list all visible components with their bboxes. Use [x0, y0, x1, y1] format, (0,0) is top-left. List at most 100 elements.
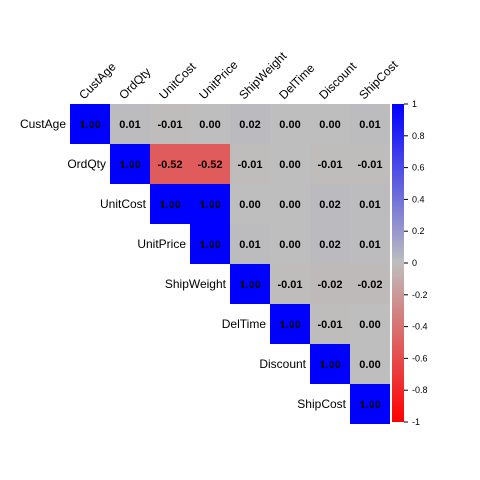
cell-value-label: 1.00	[79, 119, 100, 131]
column-label: DelTime	[276, 61, 317, 102]
heatmap-cell	[270, 104, 310, 144]
heatmap-cell	[150, 144, 190, 184]
heatmap-cell	[350, 104, 390, 144]
cell-value-label: -0.01	[357, 159, 382, 171]
heatmap-cell	[110, 104, 150, 144]
cell-value-label: 0.02	[319, 239, 340, 251]
cell-value-label: 1.00	[159, 199, 180, 211]
cell-value-label: 1.00	[359, 399, 380, 411]
heatmap-cell	[270, 224, 310, 264]
cell-value-label: -0.01	[237, 159, 262, 171]
heatmap-cell	[150, 184, 190, 224]
row-label: ShipCost	[297, 397, 346, 411]
cell-value-label: 0.01	[119, 119, 140, 131]
colorbar-tick-label: -0.8	[412, 385, 428, 395]
column-label: OrdQty	[116, 65, 153, 102]
heatmap-cell	[270, 144, 310, 184]
row-label: UnitCost	[100, 197, 147, 211]
heatmap-cell	[310, 104, 350, 144]
heatmap-cell	[310, 264, 350, 304]
heatmap-cell	[230, 104, 270, 144]
heatmap-cell	[350, 344, 390, 384]
cell-value-label: -0.02	[357, 279, 382, 291]
heatmap-cell	[310, 184, 350, 224]
colorbar-tick-label: 0.2	[412, 226, 425, 236]
cell-value-label: 0.00	[279, 199, 300, 211]
cell-value-label: -0.52	[157, 159, 182, 171]
colorbar-tick-label: 0.4	[412, 194, 425, 204]
cell-value-label: 1.00	[199, 199, 220, 211]
heatmap-cell	[350, 304, 390, 344]
row-label: ShipWeight	[165, 277, 227, 291]
cell-value-label: 0.01	[359, 199, 380, 211]
cell-value-label: -0.01	[277, 279, 302, 291]
heatmap-cell	[190, 184, 230, 224]
row-label: UnitPrice	[137, 237, 186, 251]
heatmap-cell	[270, 184, 310, 224]
colorbar-tick-label: 0.8	[412, 131, 425, 141]
cell-value-label: 0.02	[319, 199, 340, 211]
heatmap-cell	[350, 224, 390, 264]
cell-value-label: 0.01	[239, 239, 260, 251]
cell-value-label: -0.52	[197, 159, 222, 171]
cell-value-label: 0.00	[279, 239, 300, 251]
heatmap-cell	[350, 184, 390, 224]
heatmap-cell	[350, 384, 390, 424]
cell-value-label: -0.01	[317, 319, 342, 331]
cell-value-label: -0.02	[317, 279, 342, 291]
cell-value-label: 1.00	[319, 359, 340, 371]
colorbar-tick-label: 1	[412, 99, 417, 109]
cell-value-label: 1.00	[199, 239, 220, 251]
heatmap-cell	[310, 304, 350, 344]
cell-value-label: -0.01	[157, 119, 182, 131]
colorbar-tick-label: -0.6	[412, 353, 428, 363]
colorbar-tick-label: 0.6	[412, 163, 425, 173]
heatmap-cell	[230, 224, 270, 264]
colorbar-tick-label: -0.2	[412, 290, 428, 300]
cell-value-label: 0.01	[359, 239, 380, 251]
heatmap-cell	[310, 344, 350, 384]
colorbar-tick-label: -1	[412, 417, 420, 427]
colorbar: 1 0.8 0.6 0.4 0.2 0 -0.2 -0.4 -0.6 -0.8 -1	[392, 99, 428, 427]
heatmap-cell	[350, 144, 390, 184]
cell-value-label: 0.00	[319, 119, 340, 131]
cell-value-label: -0.01	[317, 159, 342, 171]
row-label: Discount	[259, 357, 306, 371]
heatmap-cell	[70, 104, 110, 144]
heatmap-cell	[310, 144, 350, 184]
heatmap-cell	[270, 304, 310, 344]
heatmap-cells	[70, 104, 390, 424]
colorbar-tick-label: 0	[412, 258, 417, 268]
cell-value-label: 0.00	[279, 119, 300, 131]
cell-value-label: 0.02	[239, 119, 260, 131]
cell-value-label: 0.00	[359, 319, 380, 331]
heatmap-cell	[350, 264, 390, 304]
heatmap-cell	[110, 144, 150, 184]
row-label: DelTime	[222, 317, 267, 331]
cell-value-label: 0.01	[359, 119, 380, 131]
heatmap-cell	[310, 224, 350, 264]
cell-value-label: 0.00	[239, 199, 260, 211]
heatmap-cell	[230, 184, 270, 224]
cell-value-label: 0.00	[199, 119, 220, 131]
row-label: CustAge	[20, 117, 66, 131]
heatmap-cell	[150, 104, 190, 144]
heatmap-cell	[190, 224, 230, 264]
cell-value-label: 1.00	[279, 319, 300, 331]
cell-value-label: 0.00	[359, 359, 380, 371]
heatmap-cell	[230, 264, 270, 304]
cell-value-label: 1.00	[119, 159, 140, 171]
heatmap-cell	[190, 104, 230, 144]
row-label: OrdQty	[67, 157, 106, 171]
column-label: UnitPrice	[196, 58, 241, 103]
heatmap-values: 1.00 0.01 -0.01 0.00 0.02 0.00 0.00 0.01 1.00 -0.…	[79, 119, 382, 411]
heatmap-cell	[190, 144, 230, 184]
heatmap-cell	[230, 144, 270, 184]
column-label: CustAge	[76, 59, 119, 102]
column-label: UnitCost	[156, 59, 199, 102]
column-label: Discount	[316, 59, 359, 102]
cell-value-label: 1.00	[239, 279, 260, 291]
colorbar-gradient	[392, 104, 404, 422]
